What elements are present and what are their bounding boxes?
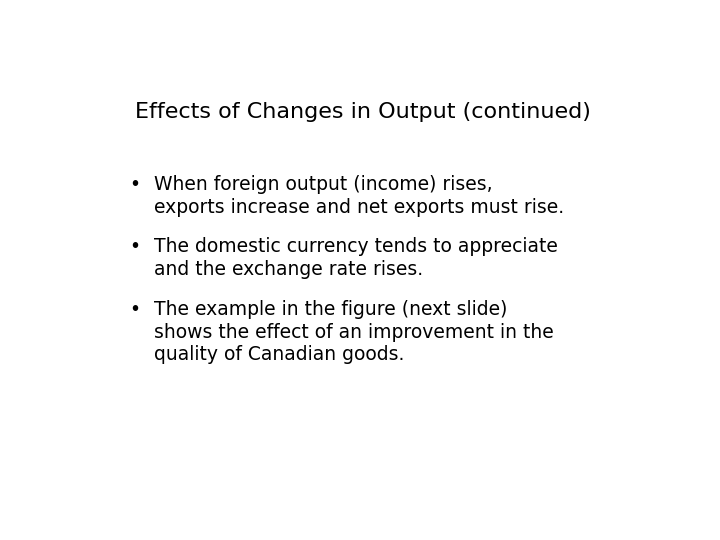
Text: The example in the figure (next slide): The example in the figure (next slide)	[154, 300, 508, 319]
Text: shows the effect of an improvement in the: shows the effect of an improvement in th…	[154, 322, 554, 342]
Text: •: •	[129, 175, 140, 194]
Text: The domestic currency tends to appreciate: The domestic currency tends to appreciat…	[154, 238, 558, 256]
Text: Effects of Changes in Output (continued): Effects of Changes in Output (continued)	[135, 102, 590, 122]
Text: and the exchange rate rises.: and the exchange rate rises.	[154, 260, 423, 279]
Text: exports increase and net exports must rise.: exports increase and net exports must ri…	[154, 198, 564, 217]
Text: •: •	[129, 238, 140, 256]
Text: •: •	[129, 300, 140, 319]
Text: When foreign output (income) rises,: When foreign output (income) rises,	[154, 175, 492, 194]
Text: quality of Canadian goods.: quality of Canadian goods.	[154, 346, 405, 365]
